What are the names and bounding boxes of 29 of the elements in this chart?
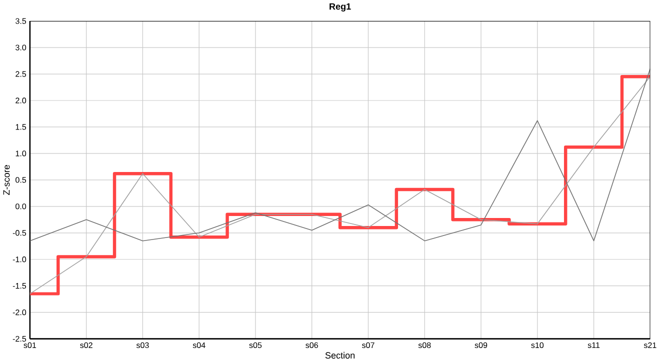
x-tick-label: s11 <box>588 342 600 348</box>
y-tick-label: 1.5 <box>16 124 26 130</box>
x-tick-label: s01 <box>24 342 36 348</box>
y-tick-label: 2.5 <box>16 71 26 77</box>
line-series <box>30 68 650 242</box>
x-axis-title: Section <box>325 352 355 359</box>
x-tick-label: s02 <box>80 342 92 348</box>
x-tick-label: s03 <box>136 342 149 348</box>
y-tick-label: 0.0 <box>16 204 26 210</box>
x-tick-label: s09 <box>474 342 488 348</box>
y-tick-label: 0.5 <box>16 177 26 183</box>
x-tick-label: s04 <box>192 342 206 348</box>
y-tick-label: 3.0 <box>16 44 26 50</box>
y-tick-label: -1.5 <box>12 283 26 289</box>
y-tick-label: -0.5 <box>12 230 26 236</box>
y-axis-title: Z-score <box>3 165 10 196</box>
x-tick-label: s07 <box>362 342 374 348</box>
x-tick-label: s08 <box>418 342 431 348</box>
y-tick-label: 2.0 <box>16 98 26 104</box>
y-tick-label: -2.0 <box>12 310 26 316</box>
x-tick-label: s21 <box>644 342 656 348</box>
chart-title: Reg1 <box>330 3 351 12</box>
y-tick-label: -1.0 <box>12 256 26 262</box>
x-tick-label: s10 <box>531 342 544 348</box>
x-tick-label: s06 <box>306 342 318 348</box>
y-tick-label: 3.5 <box>16 18 26 24</box>
y-tick-label: -2.5 <box>12 336 26 342</box>
y-tick-label: 1.0 <box>16 150 26 156</box>
x-tick-label: s05 <box>249 342 262 348</box>
